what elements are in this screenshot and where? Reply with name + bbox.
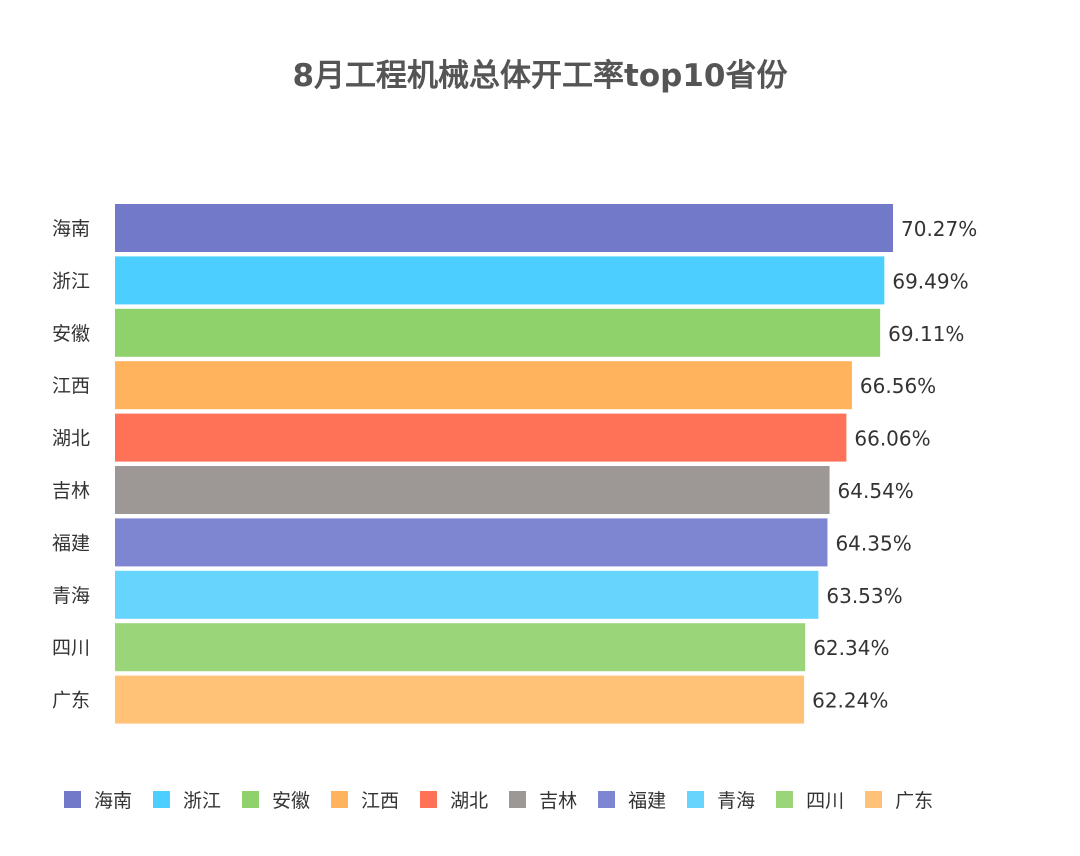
legend-label: 吉林 xyxy=(539,789,578,812)
legend-item-1[interactable]: 浙江 xyxy=(153,786,221,813)
category-label-3: 江西 xyxy=(52,375,90,397)
bar-6 xyxy=(115,518,828,567)
legend-item-0[interactable]: 海南 xyxy=(64,786,132,813)
category-label-5: 吉林 xyxy=(52,480,90,502)
legend-label: 广东 xyxy=(895,789,934,812)
legend-item-4[interactable]: 湖北 xyxy=(420,786,488,813)
legend: 海南 浙江 安徽 江西 湖北 吉林 福建 青海 四川 广东 xyxy=(64,786,954,812)
chart-title: 8月工程机械总体开工率top10省份 xyxy=(292,58,788,94)
category-label-1: 浙江 xyxy=(52,270,90,292)
category-label-0: 海南 xyxy=(52,218,90,240)
legend-item-8[interactable]: 四川 xyxy=(776,786,844,813)
value-label-5: 64.54% xyxy=(838,479,914,503)
value-label-9: 62.24% xyxy=(812,689,888,713)
legend-swatch xyxy=(153,790,171,808)
category-label-7: 青海 xyxy=(52,585,90,607)
value-label-8: 62.34% xyxy=(813,636,889,660)
category-label-6: 福建 xyxy=(52,532,90,554)
value-label-1: 69.49% xyxy=(892,269,968,293)
legend-label: 福建 xyxy=(628,789,667,812)
legend-swatch xyxy=(598,790,616,808)
legend-label: 湖北 xyxy=(450,789,489,812)
legend-swatch xyxy=(242,790,260,808)
value-label-4: 66.06% xyxy=(854,427,930,451)
value-label-0: 70.27% xyxy=(901,217,977,241)
legend-item-7[interactable]: 青海 xyxy=(687,786,755,813)
category-label-4: 湖北 xyxy=(52,428,90,450)
legend-swatch xyxy=(420,790,438,808)
legend-swatch xyxy=(331,790,349,808)
bar-9 xyxy=(115,675,805,724)
legend-item-2[interactable]: 安徽 xyxy=(242,786,310,813)
legend-label: 浙江 xyxy=(183,789,222,812)
value-label-2: 69.11% xyxy=(888,322,964,346)
legend-label: 安徽 xyxy=(272,789,311,812)
legend-swatch xyxy=(64,790,81,808)
legend-item-9[interactable]: 广东 xyxy=(865,786,933,813)
bar-7 xyxy=(115,570,819,619)
legend-item-6[interactable]: 福建 xyxy=(598,786,666,813)
category-label-9: 广东 xyxy=(52,690,90,712)
legend-swatch xyxy=(776,790,794,808)
bar-5 xyxy=(115,466,830,514)
bar-4 xyxy=(115,413,847,462)
value-label-6: 64.35% xyxy=(835,531,911,555)
legend-swatch xyxy=(687,790,705,808)
bar-3 xyxy=(115,361,852,410)
category-label-2: 安徽 xyxy=(52,323,90,345)
category-label-8: 四川 xyxy=(52,637,90,659)
bar-1 xyxy=(115,256,885,305)
legend-label: 江西 xyxy=(361,789,400,812)
legend-label: 青海 xyxy=(717,789,756,812)
legend-swatch xyxy=(509,790,527,808)
value-label-3: 66.56% xyxy=(860,374,936,398)
legend-label: 海南 xyxy=(94,789,133,812)
bar-8 xyxy=(115,623,806,672)
bar-2 xyxy=(115,308,881,357)
value-label-7: 63.53% xyxy=(826,584,902,608)
legend-label: 四川 xyxy=(806,789,845,812)
legend-swatch xyxy=(865,790,883,808)
legend-item-5[interactable]: 吉林 xyxy=(509,786,577,813)
bar-0 xyxy=(115,204,893,252)
legend-item-3[interactable]: 江西 xyxy=(331,786,399,813)
